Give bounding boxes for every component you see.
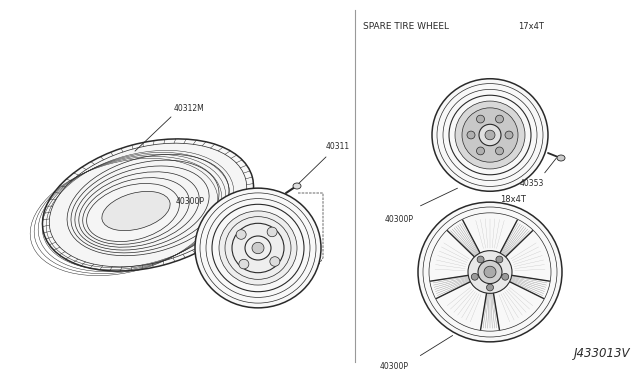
Ellipse shape	[477, 147, 484, 155]
Ellipse shape	[468, 251, 512, 294]
Ellipse shape	[267, 227, 277, 237]
Ellipse shape	[219, 211, 297, 285]
Ellipse shape	[486, 284, 493, 291]
Ellipse shape	[495, 115, 504, 123]
Text: J433013V: J433013V	[573, 347, 630, 360]
Text: SPARE TIRE WHEEL: SPARE TIRE WHEEL	[363, 22, 449, 31]
Ellipse shape	[49, 143, 246, 267]
Ellipse shape	[477, 256, 484, 263]
Ellipse shape	[479, 124, 501, 146]
Text: 40312M: 40312M	[174, 104, 205, 113]
Ellipse shape	[455, 101, 525, 169]
Text: 40300P: 40300P	[176, 197, 205, 206]
Ellipse shape	[496, 256, 503, 263]
Text: 40353: 40353	[520, 179, 545, 188]
Ellipse shape	[502, 273, 509, 280]
Ellipse shape	[42, 139, 253, 271]
Ellipse shape	[484, 266, 496, 278]
Ellipse shape	[495, 147, 504, 155]
Ellipse shape	[477, 115, 484, 123]
Text: 40311: 40311	[326, 142, 350, 151]
Ellipse shape	[462, 108, 518, 162]
Text: 18x4T: 18x4T	[500, 195, 526, 204]
Ellipse shape	[471, 273, 478, 280]
Text: 40300P: 40300P	[380, 362, 409, 371]
Ellipse shape	[432, 79, 548, 191]
Ellipse shape	[467, 131, 475, 139]
Text: 40300P: 40300P	[385, 215, 414, 224]
Ellipse shape	[418, 202, 562, 342]
Ellipse shape	[245, 236, 271, 260]
Ellipse shape	[239, 259, 249, 269]
Ellipse shape	[485, 130, 495, 140]
Ellipse shape	[293, 183, 301, 189]
Ellipse shape	[505, 131, 513, 139]
Ellipse shape	[478, 260, 502, 283]
Ellipse shape	[102, 192, 170, 231]
Ellipse shape	[252, 242, 264, 254]
Ellipse shape	[270, 257, 280, 266]
Ellipse shape	[557, 155, 565, 161]
Ellipse shape	[195, 188, 321, 308]
Ellipse shape	[236, 230, 246, 239]
Text: 17x4T: 17x4T	[518, 22, 544, 31]
